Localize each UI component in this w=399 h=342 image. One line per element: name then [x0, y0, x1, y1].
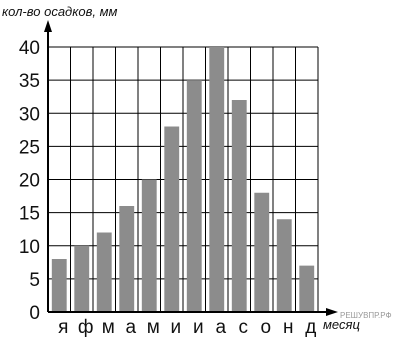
- grid: [48, 46, 319, 312]
- bar-5: [141, 179, 157, 312]
- bar-9: [231, 100, 247, 312]
- x-tick-label: с: [239, 317, 249, 338]
- bar-7: [186, 80, 202, 312]
- bar-3: [96, 232, 112, 312]
- x-tick-label: ф: [78, 317, 94, 338]
- x-axis-arrow: [326, 308, 338, 316]
- bar-8: [209, 47, 225, 312]
- watermark: РЕШУВПР.РФ: [340, 311, 392, 320]
- bar-11: [276, 219, 292, 312]
- x-tick-label: о: [260, 317, 271, 338]
- y-tick-label: 0: [29, 303, 40, 324]
- y-axis-arrow: [44, 20, 52, 32]
- bar-2: [74, 245, 90, 312]
- x-axis-label: месяц: [323, 317, 360, 332]
- y-tick-label: 20: [19, 171, 40, 192]
- y-tick-label: 10: [19, 237, 40, 258]
- x-tick-label: я: [58, 317, 68, 338]
- bar-1: [51, 259, 67, 312]
- axes: [44, 20, 338, 316]
- y-tick-label: 40: [19, 38, 40, 59]
- bar-10: [254, 192, 270, 312]
- x-tick-label: и: [170, 317, 181, 338]
- x-tick-label: д: [305, 317, 316, 338]
- x-tick-label: н: [283, 317, 294, 338]
- y-axis-label: кол-во осадков, мм: [2, 4, 118, 19]
- y-tick-label: 25: [19, 137, 40, 158]
- x-tick-label: м: [147, 317, 160, 338]
- y-tick-label: 5: [29, 270, 40, 291]
- y-tick-label: 30: [19, 104, 40, 125]
- bar-6: [164, 126, 180, 312]
- y-tick-label: 35: [19, 71, 40, 92]
- y-tick-labels: 0 5 10 15 20 25 30 35 40: [19, 38, 40, 324]
- bars: [51, 47, 315, 312]
- y-tick-label: 15: [19, 204, 40, 225]
- x-tick-label: а: [215, 317, 226, 338]
- bar-4: [119, 206, 135, 312]
- x-tick-label: и: [193, 317, 204, 338]
- x-tick-label: м: [102, 317, 115, 338]
- x-tick-label: а: [125, 317, 136, 338]
- bar-12: [299, 265, 315, 312]
